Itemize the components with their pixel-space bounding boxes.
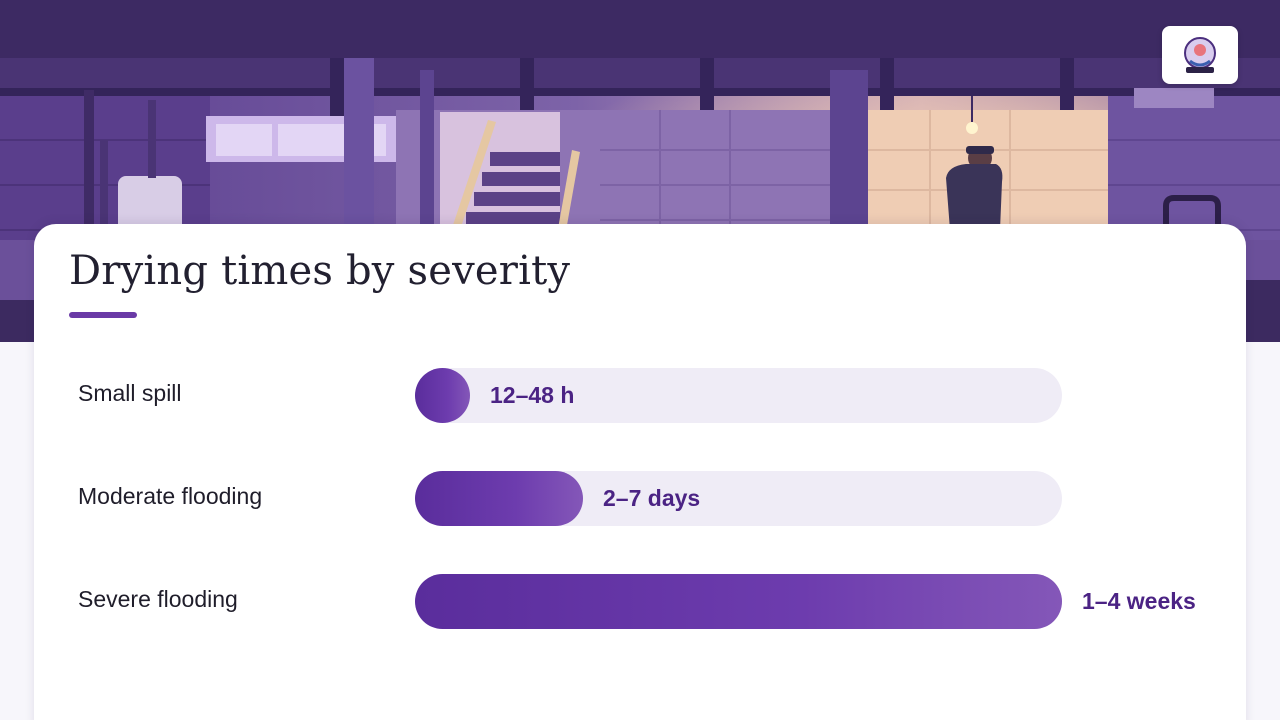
bar-value-label: 12–48 h	[490, 382, 575, 408]
logo-badge	[1162, 26, 1238, 84]
page-title: Drying times by severity	[69, 248, 571, 294]
bar	[415, 574, 1062, 629]
bar-category-label: Small spill	[78, 380, 182, 406]
bar-value-label: 2–7 days	[603, 485, 701, 511]
company-logo-icon	[1184, 37, 1216, 73]
bar-category-label: Severe flooding	[78, 586, 238, 612]
bar-track	[415, 574, 1062, 629]
bar-value-label: 1–4 weeks	[1082, 588, 1196, 614]
bar	[415, 368, 470, 423]
bar	[415, 471, 583, 526]
bar-track	[415, 471, 1062, 526]
bar-track	[415, 368, 1062, 423]
content-card: Drying times by severity Small spill 12–…	[34, 224, 1246, 720]
bar-category-label: Moderate flooding	[78, 483, 263, 509]
title-underline	[69, 312, 137, 318]
